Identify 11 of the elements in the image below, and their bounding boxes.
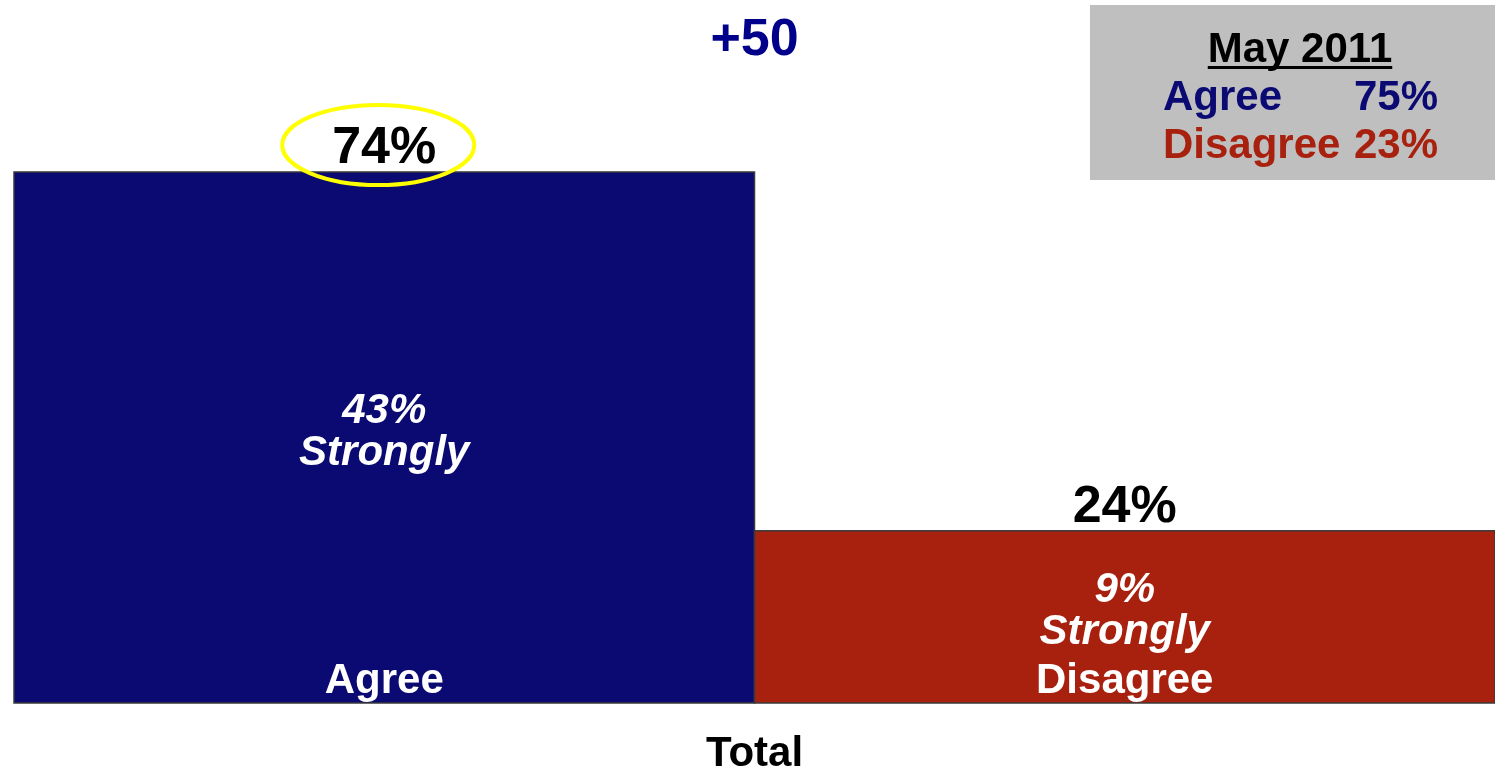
annotation: 9% Strongly <box>1039 563 1213 653</box>
annotation: 43% Strongly <box>299 384 473 474</box>
text: Agree 75% <box>1163 72 1438 119</box>
chart-title: +50 <box>710 8 799 66</box>
x-axis-title: Total <box>705 728 804 774</box>
data-label: 74% <box>332 116 437 174</box>
data-label: 24% <box>1072 474 1177 533</box>
x-tick-label: Disagree <box>1036 655 1214 702</box>
text: May 2011 <box>1207 24 1393 71</box>
text: Disagree 23% <box>1163 120 1438 167</box>
x-tick-label: Agree <box>324 655 444 702</box>
